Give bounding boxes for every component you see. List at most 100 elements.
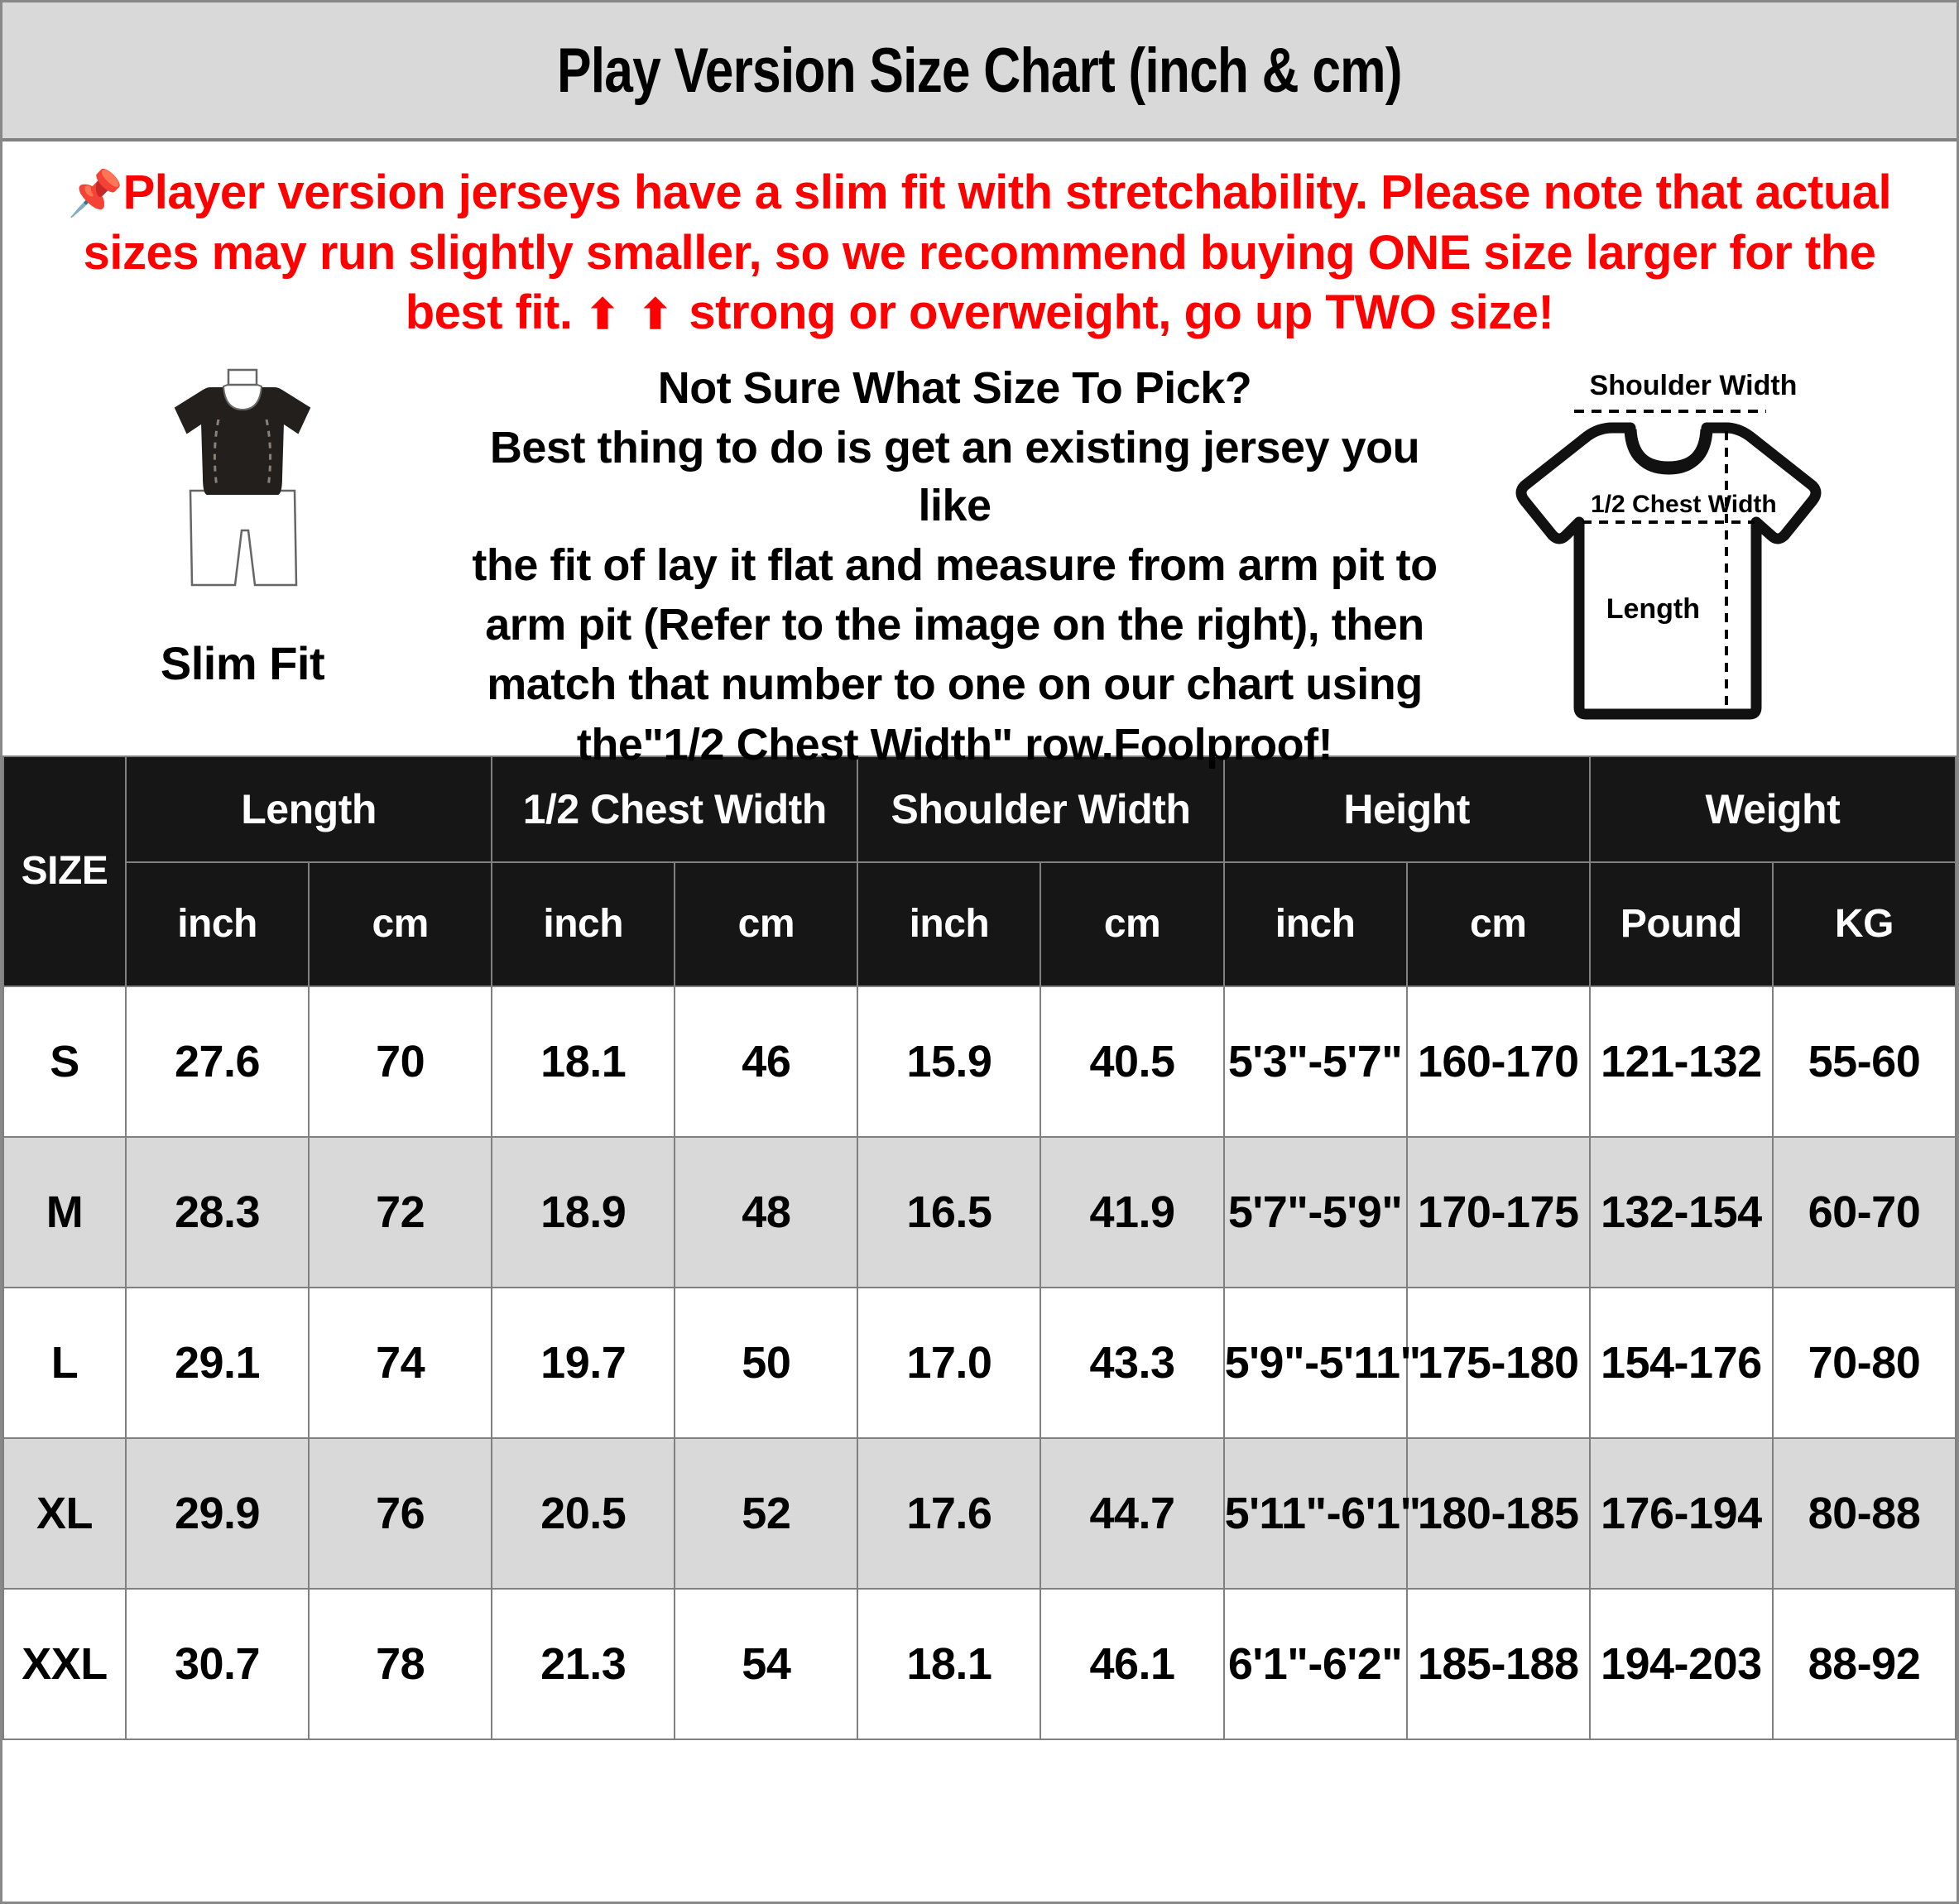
cell-chest-inch: 20.5 — [491, 1436, 676, 1590]
cell-shoulder-inch: 15.9 — [857, 985, 1042, 1138]
cell-weight-pound: 121-132 — [1588, 985, 1774, 1138]
header-group-height: Height — [1222, 755, 1591, 863]
header-size: SIZE — [2, 755, 127, 987]
notice-line-1: Player version jerseys have a slim fit w… — [83, 165, 1892, 280]
half-chest-width-label: 1/2 Chest Width — [1591, 491, 1777, 518]
cell-shoulder-cm: 44.7 — [1040, 1436, 1225, 1590]
cell-size: XXL — [2, 1587, 127, 1740]
tshirt-diagram-block: Shoulder Width 1/2 Chest Width Length — [1460, 360, 1923, 749]
header-chest-inch: inch — [491, 861, 676, 987]
cell-height-cm: 170-175 — [1405, 1135, 1591, 1288]
header-length-cm: cm — [308, 861, 493, 987]
guide-line-4: match that number to one on our chart us… — [487, 659, 1423, 710]
cell-length-cm: 78 — [308, 1587, 493, 1740]
notice-line-2a: slightly smaller, so we recommend buying… — [405, 225, 1876, 340]
header-group-length: Length — [124, 755, 493, 863]
cell-length-inch: 27.6 — [124, 985, 310, 1138]
table-row: XXL 30.7 78 21.3 54 18.1 46.1 6'1"-6'2" … — [2, 1587, 1957, 1740]
cell-height-inch: 5'3"-5'7" — [1222, 985, 1408, 1138]
header-chest-cm: cm — [674, 861, 859, 987]
table-row: S 27.6 70 18.1 46 15.9 40.5 5'3"-5'7" 16… — [2, 985, 1957, 1138]
guide-line-2: the fit of lay it flat and measure from … — [472, 540, 1438, 590]
cell-height-cm: 175-180 — [1405, 1286, 1591, 1439]
cell-length-inch: 30.7 — [124, 1587, 310, 1740]
cell-length-inch: 28.3 — [124, 1135, 310, 1288]
cell-height-inch: 6'1"-6'2" — [1222, 1587, 1408, 1740]
header-height-inch: inch — [1222, 861, 1408, 987]
guide-line-1: Best thing to do is get an existing jers… — [489, 422, 1420, 530]
header-shoulder-inch: inch — [857, 861, 1042, 987]
header-group-weight: Weight — [1588, 755, 1957, 863]
cell-chest-cm: 46 — [674, 985, 859, 1138]
cell-shoulder-cm: 43.3 — [1040, 1286, 1225, 1439]
cell-chest-cm: 54 — [674, 1587, 859, 1740]
cell-shoulder-cm: 40.5 — [1040, 985, 1225, 1138]
cell-length-inch: 29.1 — [124, 1286, 310, 1439]
cell-chest-cm: 50 — [674, 1286, 859, 1439]
cell-weight-kg: 55-60 — [1771, 985, 1957, 1138]
cell-length-inch: 29.9 — [124, 1436, 310, 1590]
cell-weight-kg: 88-92 — [1771, 1587, 1957, 1740]
notice-line-3: go up TWO size! — [1184, 285, 1554, 339]
header-group-shoulder: Shoulder Width — [857, 755, 1225, 863]
cell-size: S — [2, 985, 127, 1138]
cell-size: XL — [2, 1436, 127, 1590]
length-label: Length — [1606, 593, 1700, 625]
guide-heading: Not Sure What Size To Pick? — [657, 362, 1252, 413]
shoulder-width-label: Shoulder Width — [1590, 370, 1798, 401]
cell-length-cm: 72 — [308, 1135, 493, 1288]
header-weight-kg: KG — [1771, 861, 1957, 987]
header-height-cm: cm — [1405, 861, 1591, 987]
cell-height-cm: 180-185 — [1405, 1436, 1591, 1590]
cell-chest-inch: 19.7 — [491, 1286, 676, 1439]
cell-weight-pound: 176-194 — [1588, 1436, 1774, 1590]
size-table: SIZE Length 1/2 Chest Width Shoulder Wid… — [2, 755, 1957, 1740]
title-bar: Play Version Size Chart (inch & cm) — [2, 2, 1957, 141]
cell-shoulder-inch: 18.1 — [857, 1587, 1042, 1740]
slim-fit-label: Slim Fit — [160, 636, 325, 689]
cell-shoulder-inch: 17.6 — [857, 1436, 1042, 1590]
cell-chest-cm: 52 — [674, 1436, 859, 1590]
cell-shoulder-inch: 16.5 — [857, 1135, 1042, 1288]
table-row: M 28.3 72 18.9 48 16.5 41.9 5'7"-5'9" 17… — [2, 1135, 1957, 1288]
table-row: XL 29.9 76 20.5 52 17.6 44.7 5'11"-6'1" … — [2, 1436, 1957, 1590]
tshirt-measure-icon: Shoulder Width 1/2 Chest Width Length — [1515, 370, 1822, 719]
notice-line-2b: strong or overweight, — [689, 285, 1171, 339]
cell-size: M — [2, 1135, 127, 1288]
cell-chest-inch: 21.3 — [491, 1587, 676, 1740]
table-body: S 27.6 70 18.1 46 15.9 40.5 5'3"-5'7" 16… — [2, 985, 1957, 1740]
slim-fit-icon — [174, 368, 311, 586]
slim-fit-block: Slim Fit — [36, 360, 449, 690]
header-weight-pound: Pound — [1588, 861, 1774, 987]
notice-text: 📌Player version jerseys have a slim fit … — [2, 141, 1957, 350]
cell-weight-kg: 80-88 — [1771, 1436, 1957, 1590]
cell-length-cm: 74 — [308, 1286, 493, 1439]
cell-length-cm: 76 — [308, 1436, 493, 1590]
cell-size: L — [2, 1286, 127, 1439]
cell-height-inch: 5'11"-6'1" — [1222, 1436, 1421, 1590]
page-title: Play Version Size Chart (inch & cm) — [557, 35, 1402, 106]
cell-shoulder-cm: 41.9 — [1040, 1135, 1225, 1288]
table-row: L 29.1 74 19.7 50 17.0 43.3 5'9"-5'11" 1… — [2, 1286, 1957, 1439]
pushpin-icon: 📌 — [67, 169, 123, 218]
table-header-row-units: inch cm inch cm inch cm inch cm Pound KG — [3, 861, 1957, 987]
cell-weight-pound: 132-154 — [1588, 1135, 1774, 1288]
cell-shoulder-inch: 17.0 — [857, 1286, 1042, 1439]
table-header-row-groups: SIZE Length 1/2 Chest Width Shoulder Wid… — [2, 755, 1957, 987]
cell-chest-inch: 18.1 — [491, 985, 676, 1138]
info-band: Slim Fit Not Sure What Size To Pick? Bes… — [2, 350, 1957, 770]
table-head: SIZE Length 1/2 Chest Width Shoulder Wid… — [2, 755, 1957, 987]
cell-chest-cm: 48 — [674, 1135, 859, 1288]
cell-height-inch: 5'9"-5'11" — [1222, 1286, 1421, 1439]
cell-weight-kg: 60-70 — [1771, 1135, 1957, 1288]
cell-weight-kg: 70-80 — [1771, 1286, 1957, 1439]
header-shoulder-cm: cm — [1040, 861, 1225, 987]
cell-height-cm: 160-170 — [1405, 985, 1591, 1138]
guide-line-5: the"1/2 Chest Width" row.Foolproof! — [576, 719, 1333, 770]
up-arrow-icon: ⬆ ⬆ — [585, 291, 676, 338]
cell-shoulder-cm: 46.1 — [1040, 1587, 1225, 1740]
guide-line-3: arm pit (Refer to the image on the right… — [485, 600, 1424, 650]
header-group-chest: 1/2 Chest Width — [491, 755, 859, 863]
header-length-inch: inch — [124, 861, 310, 987]
